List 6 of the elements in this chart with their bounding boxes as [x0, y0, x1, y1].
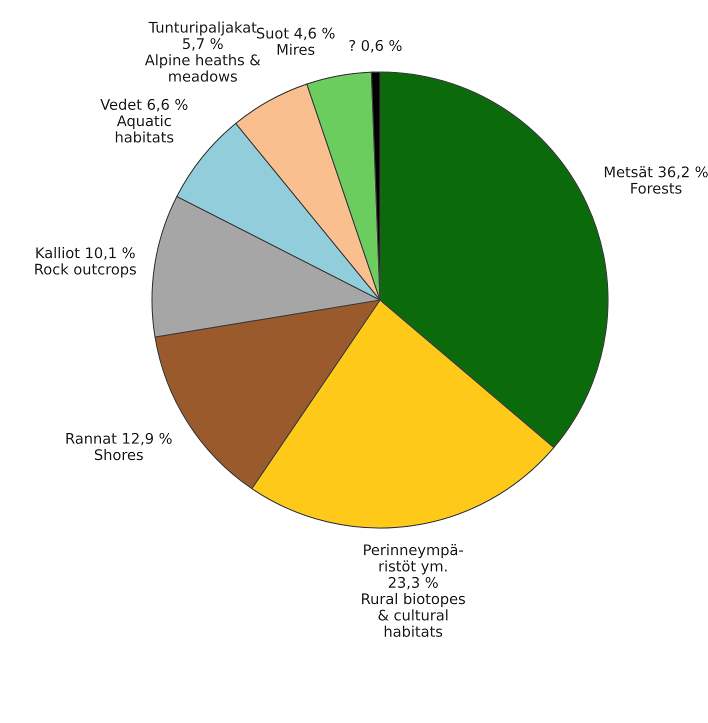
slice-label: Perinneympä- ristöt ym. 23,3 % Rural biotopes & cultural habitats	[362, 544, 465, 637]
slice-label: Kalliot 10,1 % Rock outcrops	[35, 247, 136, 278]
slice-label: Metsät 36,2 % Forests	[604, 166, 708, 194]
slice-label: Rannat 12,9 % Shores	[66, 432, 172, 460]
slice-label: ? 0,6 %	[349, 40, 402, 52]
slice-label: Vedet 6,6 % Aquatic habitats	[100, 98, 188, 143]
